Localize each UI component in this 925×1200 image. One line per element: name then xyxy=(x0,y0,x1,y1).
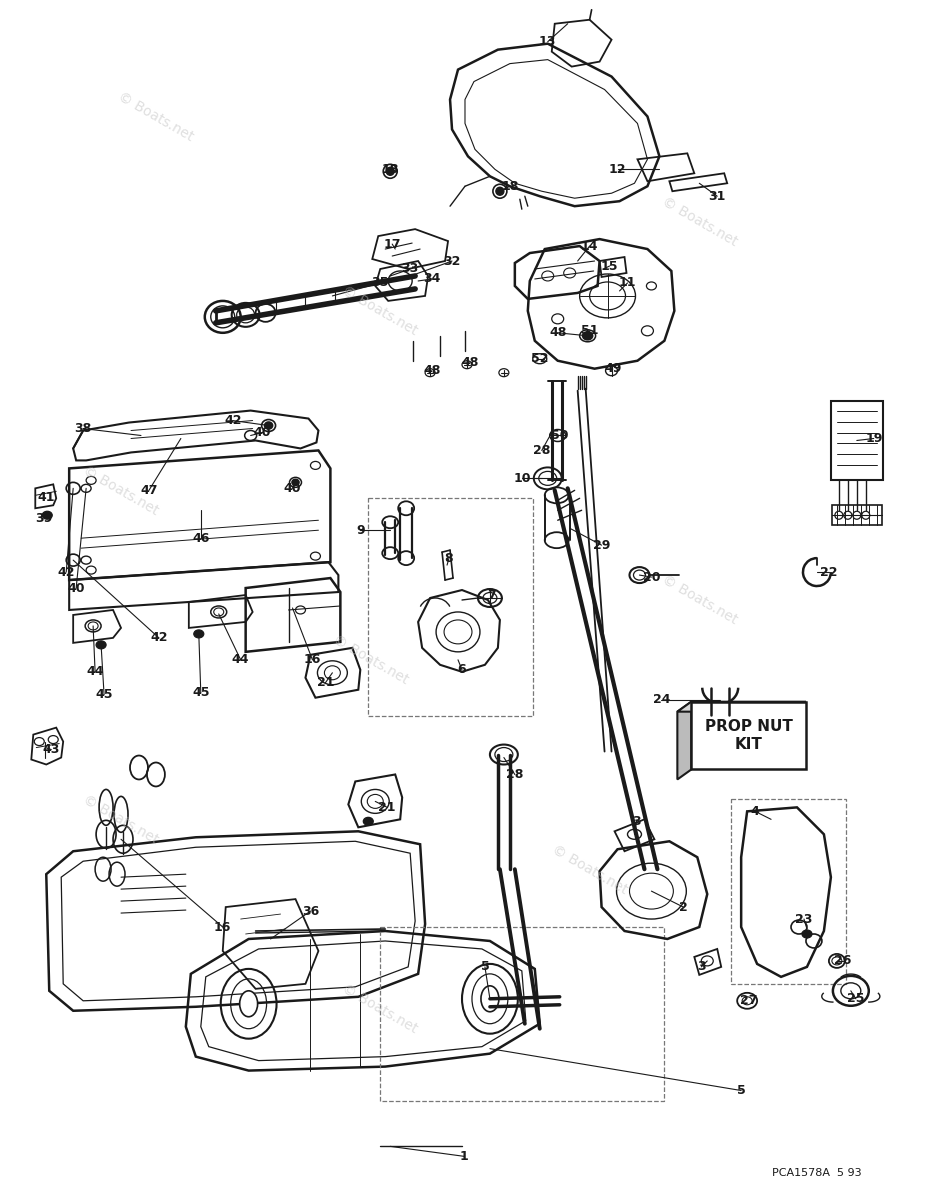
Text: 7: 7 xyxy=(487,588,497,601)
Text: 23: 23 xyxy=(796,912,813,925)
Ellipse shape xyxy=(292,479,299,485)
Polygon shape xyxy=(677,702,806,712)
Ellipse shape xyxy=(802,930,812,938)
Text: 13: 13 xyxy=(539,35,557,48)
Text: 5: 5 xyxy=(737,1084,746,1097)
Ellipse shape xyxy=(387,167,394,175)
Text: 50: 50 xyxy=(551,428,569,442)
Text: 42: 42 xyxy=(57,565,75,578)
Ellipse shape xyxy=(43,511,52,520)
Text: 47: 47 xyxy=(141,484,157,497)
Text: 19: 19 xyxy=(865,432,882,445)
Ellipse shape xyxy=(265,422,273,430)
Text: 26: 26 xyxy=(834,954,852,967)
Text: 20: 20 xyxy=(643,570,660,583)
Ellipse shape xyxy=(194,630,204,638)
Text: © Boats.net: © Boats.net xyxy=(116,89,196,144)
Text: 5: 5 xyxy=(481,960,489,973)
Text: 43: 43 xyxy=(43,743,60,756)
Ellipse shape xyxy=(583,332,593,340)
Text: © Boats.net: © Boats.net xyxy=(660,572,739,628)
Text: 46: 46 xyxy=(192,532,209,545)
Text: © Boats.net: © Boats.net xyxy=(80,792,161,846)
Text: 17: 17 xyxy=(384,238,401,251)
Bar xyxy=(731,799,845,984)
Text: © Boats.net: © Boats.net xyxy=(80,463,161,517)
Text: 40: 40 xyxy=(253,426,271,439)
Text: © Boats.net: © Boats.net xyxy=(549,842,630,896)
Bar xyxy=(380,928,664,1102)
Text: 45: 45 xyxy=(192,686,210,700)
Text: 48: 48 xyxy=(549,326,566,340)
Text: 24: 24 xyxy=(653,694,670,706)
Text: 16: 16 xyxy=(303,653,321,666)
Text: 15: 15 xyxy=(601,259,618,272)
Text: 4: 4 xyxy=(751,805,759,818)
Text: 11: 11 xyxy=(619,276,636,289)
Text: 45: 45 xyxy=(95,689,113,701)
Text: 44: 44 xyxy=(232,653,250,666)
Text: 29: 29 xyxy=(593,539,611,552)
Text: 41: 41 xyxy=(38,491,55,504)
Text: 40: 40 xyxy=(284,482,302,494)
Text: 52: 52 xyxy=(531,353,549,365)
Ellipse shape xyxy=(481,986,499,1012)
Text: 27: 27 xyxy=(740,995,758,1007)
Text: 36: 36 xyxy=(302,905,319,918)
Text: 21: 21 xyxy=(378,800,396,814)
Text: 32: 32 xyxy=(443,254,461,268)
Text: 48: 48 xyxy=(462,356,478,370)
Bar xyxy=(832,505,882,526)
Text: 38: 38 xyxy=(75,422,92,436)
Text: 18: 18 xyxy=(501,180,519,193)
Text: 44: 44 xyxy=(86,665,104,678)
Text: 28: 28 xyxy=(506,768,524,781)
Text: © Boats.net: © Boats.net xyxy=(330,632,411,688)
Text: 40: 40 xyxy=(68,582,85,594)
Text: PROP NUT
KIT: PROP NUT KIT xyxy=(705,719,793,751)
Text: 33: 33 xyxy=(401,263,419,276)
Text: 18: 18 xyxy=(381,163,399,175)
Text: 51: 51 xyxy=(581,324,598,337)
Text: 42: 42 xyxy=(224,414,241,427)
Text: 10: 10 xyxy=(513,472,531,485)
Text: 8: 8 xyxy=(445,552,453,565)
Text: 12: 12 xyxy=(609,163,626,175)
Text: © Boats.net: © Boats.net xyxy=(340,283,421,338)
Bar xyxy=(691,702,806,769)
Text: PCA1578A  5 93: PCA1578A 5 93 xyxy=(772,1169,862,1178)
Text: © Boats.net: © Boats.net xyxy=(340,982,421,1036)
Text: 9: 9 xyxy=(356,523,364,536)
Text: 3: 3 xyxy=(697,960,706,973)
Ellipse shape xyxy=(240,991,258,1016)
Text: 21: 21 xyxy=(316,677,334,689)
Text: 35: 35 xyxy=(372,276,388,289)
Text: 3: 3 xyxy=(632,815,641,828)
Text: © Boats.net: © Boats.net xyxy=(660,194,739,248)
Text: 34: 34 xyxy=(424,272,441,286)
Ellipse shape xyxy=(364,817,374,826)
Text: 14: 14 xyxy=(581,240,598,252)
Text: 39: 39 xyxy=(36,511,53,524)
Text: 28: 28 xyxy=(533,444,550,457)
Text: 48: 48 xyxy=(424,364,441,377)
Bar xyxy=(368,498,533,715)
Text: 16: 16 xyxy=(214,920,231,934)
Ellipse shape xyxy=(96,641,106,649)
Text: 22: 22 xyxy=(820,565,838,578)
Text: 25: 25 xyxy=(847,992,865,1006)
Ellipse shape xyxy=(496,187,504,196)
Bar xyxy=(831,401,882,480)
Text: 1: 1 xyxy=(460,1150,468,1163)
Polygon shape xyxy=(677,702,691,780)
Text: 2: 2 xyxy=(679,900,687,913)
Text: 42: 42 xyxy=(150,631,167,644)
Text: 31: 31 xyxy=(709,190,726,203)
Text: 49: 49 xyxy=(605,362,623,376)
Text: 6: 6 xyxy=(458,664,466,677)
